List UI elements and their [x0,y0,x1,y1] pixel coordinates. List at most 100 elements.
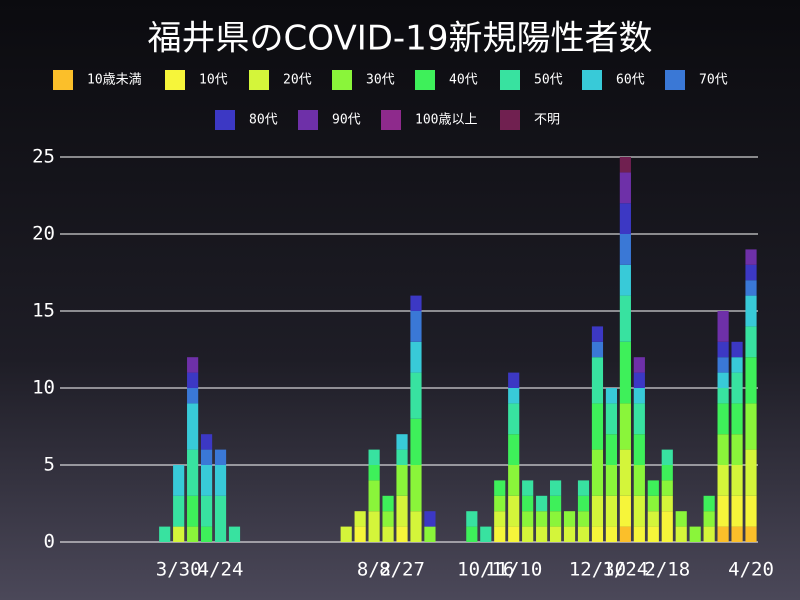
legend-label: 10代 [199,73,228,88]
legend-label: 100歳以上 [415,113,477,128]
bar-segment [605,403,618,435]
bar-segment [703,495,715,512]
bar-segment [591,326,604,342]
bar-segment [717,403,729,435]
y-tick-label: 15 [32,300,55,322]
y-tick-label: 0 [44,531,55,553]
bar-segment [745,526,757,542]
bar-segment [187,388,199,404]
bar-segment [619,295,631,342]
legend-label: 50代 [534,73,563,88]
bar-segment [424,526,436,542]
bar-segment [577,480,590,496]
bar-segment [549,495,562,512]
bar-segment [522,511,534,527]
x-tick-label: 8/27 [379,559,425,581]
bar-segment [731,372,743,404]
bar-segment [661,495,673,512]
bar-segment [200,434,213,450]
bar-segment [619,449,631,496]
bar-segment [745,403,757,450]
bar-segment [619,234,631,265]
bar-segment [647,495,659,512]
x-tick-label: 2/18 [644,559,690,581]
bar-segment [605,388,618,404]
bar-segment [549,526,562,542]
bar-segment [619,526,631,542]
bar-segment [605,495,618,527]
bar-segment [745,295,757,327]
bar-segment [647,526,659,542]
bar-segment [200,449,213,465]
bar-segment [466,526,478,542]
bar-segment [508,403,520,435]
bar-segment [396,434,408,450]
bar-segment [536,526,548,542]
legend-label: 不明 [534,113,560,128]
bar-segment [200,526,213,542]
x-tick-label: 12/30 [569,559,626,581]
bar-segment [368,449,380,465]
bar-segment [382,526,394,542]
bar-segment [549,480,562,496]
x-tick-label: 4/24 [198,559,244,581]
bar-segment [717,357,729,373]
bar-segment [745,357,757,404]
bar-segment [619,203,631,234]
bar-segment [577,526,590,542]
bar-segment [591,495,604,527]
bar-segment [577,511,590,527]
bar-segment [633,526,645,542]
legend-label: 80代 [249,113,278,128]
bar-segment [549,511,562,527]
bar-segment [731,434,743,465]
bar-segment [717,372,729,388]
bar-segment [675,511,687,527]
bar-segment [173,526,185,542]
bar-segment [396,449,408,465]
bar-segment [410,311,422,342]
bar-segment [410,341,422,373]
bar-segment [228,526,241,542]
bar-segment [731,465,743,496]
legend-label: 90代 [332,113,361,128]
bar-segment [200,495,213,527]
legend-swatch [249,70,269,90]
legend-swatch [381,110,401,130]
x-tick-label: 10/16 [457,559,514,581]
bar-segment [731,526,743,542]
bar-segment [619,341,631,404]
bar-segment [731,357,743,373]
bar-segment [689,526,701,542]
bar-segment [368,511,380,542]
x-tick-label: 11/10 [485,559,542,581]
bar-segment [633,495,645,527]
bar-segment [494,526,506,542]
bar-segment [717,311,729,342]
legend-swatch [53,70,73,90]
bar-segment [563,526,576,542]
bar-segment [396,495,408,527]
bar-segment [522,526,534,542]
bar-segment [508,465,520,496]
bar-segment [354,526,366,542]
bar-segment [187,357,199,373]
bar-segment [563,511,576,527]
legend-label: 60代 [616,73,645,88]
bar-segment [661,449,673,465]
bar-segment [214,465,227,496]
bar-segment [396,526,408,542]
bar-segment [187,372,199,388]
bar-segment [633,372,645,388]
bar-segment [591,357,604,404]
bar-segment [745,249,757,265]
bar-segment [605,465,618,496]
bar-segment [605,526,618,542]
bar-segment [605,434,618,465]
bar-segment [159,526,171,542]
bar-segment [200,465,213,496]
bar-segment [633,465,645,496]
y-tick-label: 25 [32,146,55,168]
bar-segment [187,495,199,527]
